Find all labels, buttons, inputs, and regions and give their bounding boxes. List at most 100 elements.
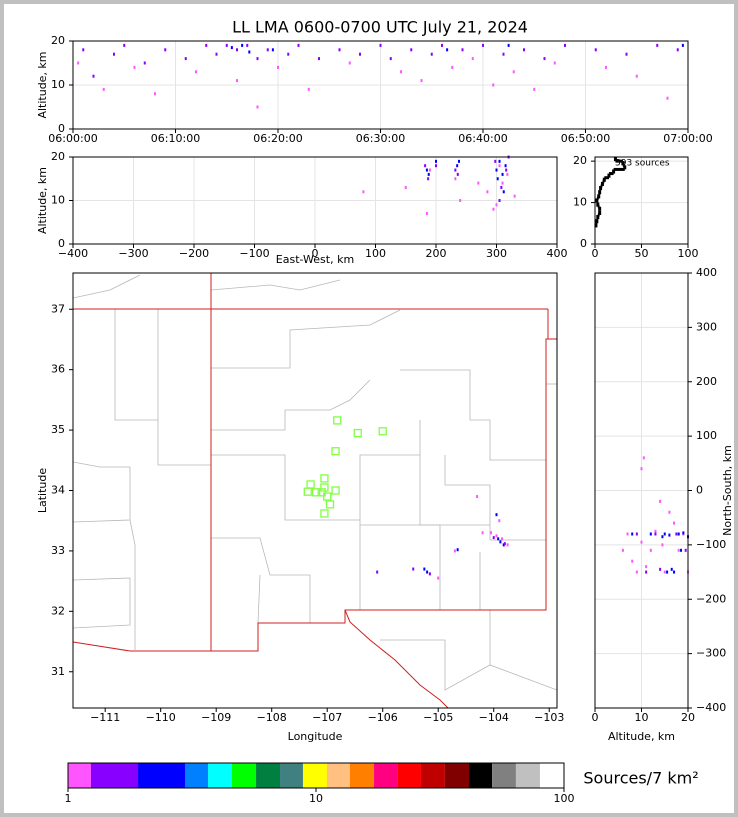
source-point	[682, 531, 685, 535]
source-point	[482, 43, 484, 47]
source-point	[246, 43, 249, 47]
source-point	[271, 48, 274, 52]
x-tick-label: 10	[635, 711, 649, 724]
source-point	[102, 87, 105, 91]
station-marker	[378, 427, 387, 436]
colorbar-segment	[469, 763, 493, 788]
source-point	[543, 57, 546, 61]
station-marker	[311, 488, 321, 497]
source-point	[426, 570, 429, 574]
colorbar-label: Sources/7 km²	[583, 769, 698, 788]
y-tick-label: 10	[51, 78, 65, 91]
source-point	[654, 529, 657, 533]
source-point	[635, 570, 638, 574]
x-tick-label: −104	[479, 711, 509, 724]
axes-frame	[72, 272, 558, 709]
x-tick-label: 06:00:00	[48, 132, 97, 145]
county-line	[211, 454, 420, 521]
source-point	[553, 61, 556, 65]
source-point	[502, 52, 505, 56]
x-tick-label: −103	[534, 711, 564, 724]
source-point	[649, 548, 652, 552]
source-point	[425, 168, 428, 172]
y-tick-label: −200	[696, 592, 726, 605]
source-point	[654, 532, 657, 536]
source-point	[676, 48, 679, 52]
station-marker	[325, 500, 335, 509]
source-point	[113, 52, 115, 56]
source-point	[503, 542, 506, 546]
source-point	[427, 172, 430, 176]
source-point	[456, 548, 459, 552]
axes-frame	[594, 156, 689, 245]
y-axis-label: Latitude	[36, 468, 49, 514]
source-point	[625, 52, 628, 56]
axes-frame	[72, 156, 558, 245]
source-point	[501, 172, 504, 176]
y-tick-label: 200	[696, 375, 717, 388]
x-tick-label: 100	[365, 247, 386, 260]
source-point	[435, 164, 437, 168]
y-tick-label: 20	[51, 150, 65, 163]
source-point	[631, 559, 634, 563]
x-tick-label: 06:50:00	[561, 132, 610, 145]
source-point	[498, 159, 501, 163]
source-point	[256, 105, 259, 109]
source-point	[471, 57, 474, 61]
x-tick-label: −111	[90, 711, 120, 724]
colorbar-segment	[90, 763, 139, 788]
source-point	[645, 570, 648, 574]
station-marker	[320, 509, 329, 518]
x-tick-label: −200	[179, 247, 209, 260]
x-axis-label: Altitude, km	[608, 730, 675, 743]
y-axis-label: Altitude, km	[36, 167, 49, 234]
source-point	[82, 48, 85, 52]
x-tick-label: 06:10:00	[151, 132, 200, 145]
source-point	[656, 43, 659, 47]
y-tick-label: 34	[51, 484, 65, 497]
source-point	[492, 207, 495, 211]
source-point	[454, 168, 457, 172]
colorbar-segment	[397, 763, 421, 788]
y-tick-label: 36	[51, 363, 65, 376]
y-axis-label: North-South, km	[721, 445, 734, 536]
source-point	[663, 570, 666, 574]
source-point	[659, 499, 662, 503]
source-point	[456, 172, 459, 176]
source-point	[506, 543, 509, 547]
x-tick-label: 06:20:00	[253, 132, 302, 145]
y-axis-label: Altitude, km	[36, 51, 49, 118]
station-marker	[333, 416, 342, 425]
source-point	[675, 532, 678, 536]
x-tick-label: −105	[423, 711, 453, 724]
station-marker	[331, 447, 340, 456]
county-line	[73, 274, 141, 299]
y-tick-label: 32	[51, 604, 65, 617]
source-point	[497, 537, 500, 541]
source-point	[287, 52, 290, 56]
source-point	[642, 456, 645, 460]
source-point	[400, 70, 402, 74]
x-tick-label: 06:40:00	[458, 132, 507, 145]
source-point	[512, 70, 515, 74]
source-point	[456, 164, 459, 168]
source-point	[659, 567, 662, 571]
x-tick-label: 0	[592, 711, 599, 724]
county-line	[210, 279, 341, 291]
source-point	[495, 203, 498, 207]
y-tick-label: 33	[51, 544, 65, 557]
source-point	[533, 87, 536, 91]
colorbar-segment	[349, 763, 375, 788]
county-line	[419, 420, 490, 526]
source-point	[348, 61, 351, 65]
source-point	[649, 532, 652, 536]
y-tick-label: 10	[51, 194, 65, 207]
source-point	[498, 519, 501, 523]
county-line	[211, 537, 311, 623]
source-point	[430, 52, 433, 56]
station-marker	[320, 483, 329, 492]
source-point	[457, 159, 460, 163]
chart-title: LL LMA 0600-0700 UTC July 21, 2024	[232, 18, 528, 37]
